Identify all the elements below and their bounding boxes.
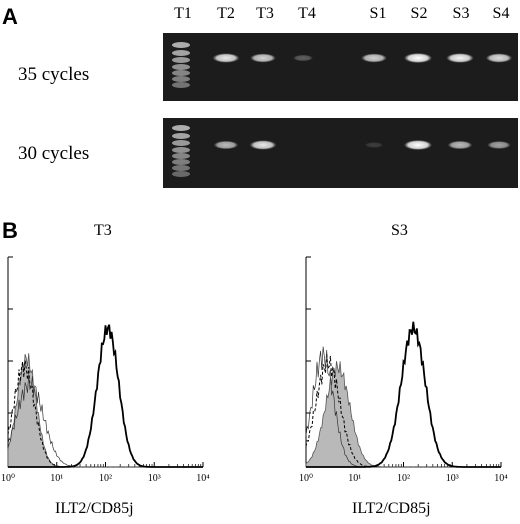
gel-band-s3 [446,53,474,63]
gel-band-t4 [292,54,314,62]
ladder-band [172,140,190,146]
panel-a-letter: A [2,4,18,29]
ladder-band [172,159,190,165]
ladder-band [172,64,190,70]
lane-label-s3: S3 [452,5,470,22]
lane-label-t1: T1 [174,5,192,22]
gel-35-cycles [163,33,518,101]
ladder-band [172,147,190,153]
histogram-s3: 10⁰ 10¹ 10² 10³ 10⁴ [299,256,508,484]
gel-band-s1 [364,142,384,148]
gel-band-t3 [250,53,276,63]
x-tick-label: 10⁴ [494,473,508,484]
lane-label-t3: T3 [256,5,274,22]
ladder-band [172,70,190,76]
gel-band-s3 [447,140,473,150]
gel-band-t2 [212,53,240,63]
ladder-band [172,165,190,171]
panel-b-letter: B [2,218,18,243]
histogram-xlabel-s3: ILT2/CD85j [352,500,431,517]
gel-band-t2 [213,140,239,150]
gel-band-s4 [487,141,511,149]
gel-band-s2 [404,140,432,150]
gel-35-cycles-bands [172,42,513,88]
x-tick-label: 10³ [446,473,459,484]
x-tick-label: 10⁰ [1,473,15,484]
ladder-band [172,57,190,63]
histogram-xlabel-t3: ILT2/CD85j [55,500,134,517]
histogram-title-t3: T3 [94,222,112,239]
ladder-band [172,82,190,88]
row-label-30-cycles: 30 cycles [18,143,90,164]
lane-label-s2: S2 [410,5,428,22]
gel-band-s1 [361,53,387,63]
ladder-band [172,133,190,139]
gel-band-t3 [249,140,277,150]
ladder-band [172,42,190,48]
x-tick-label: 10¹ [50,473,63,484]
x-tick-label: 10³ [148,473,161,484]
gel-band-s4 [485,53,513,63]
row-label-35-cycles: 35 cycles [18,64,90,85]
lane-label-s1: S1 [369,5,387,22]
x-tick-label: 10⁰ [299,473,313,484]
x-tick-label: 10² [397,473,410,484]
histogram-title-s3: S3 [391,222,408,239]
lane-label-s4: S4 [492,5,510,22]
ladder-band [172,125,190,131]
control-histogram-fill [7,353,203,468]
ilt2-histogram [8,324,203,468]
x-tick-label: 10² [99,473,112,484]
ladder-band [172,171,190,177]
ladder-band [172,50,190,56]
gel-band-s2 [404,53,432,63]
lane-label-t2: T2 [217,5,235,22]
ladder-band [172,153,190,159]
gel-30-cycles-bands [172,125,511,177]
histogram-t3: 10⁰ 10¹ 10² 10³ 10⁴ [1,256,210,484]
gel-30-cycles [163,118,518,188]
lane-label-t4: T4 [298,5,316,22]
ilt2-histogram [306,321,501,468]
x-tick-label: 10⁴ [196,473,210,484]
ladder-band [172,76,190,82]
x-tick-label: 10¹ [348,473,361,484]
